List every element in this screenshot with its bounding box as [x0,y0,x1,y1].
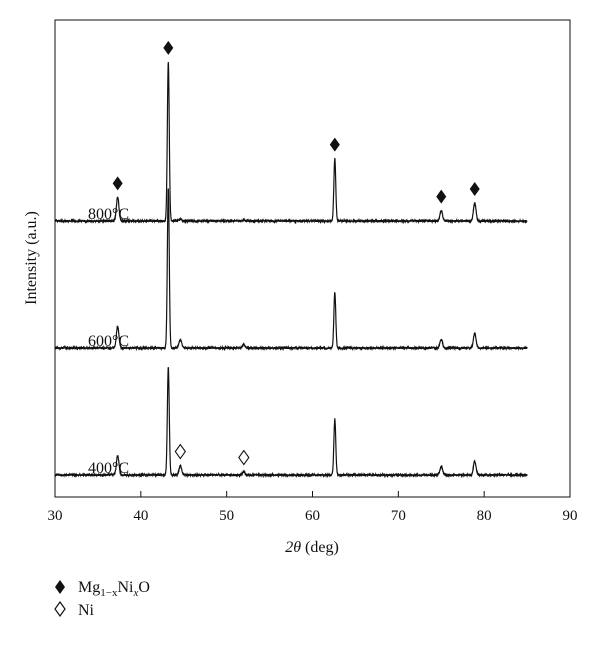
filled-diamond-icon [54,579,68,600]
series-group: 800°C 600°C 400°C [54,62,528,479]
x-axis-label-unit: (deg) [301,539,339,556]
x-tick-label: 60 [305,508,320,524]
x-axis-label-two: 2θ [285,539,301,556]
x-tick-label: 80 [477,508,492,524]
y-axis-label: Intensity (a.u.) [23,211,40,305]
x-axis-ticks: 30 40 50 60 70 80 90 [48,491,578,524]
plot-frame [54,19,571,498]
legend-item-ni: Ni [54,600,150,622]
peak-markers [112,40,480,466]
legend-item-mgnio: Mg1−xNixO [54,578,150,600]
series-line [54,367,528,479]
x-axis-label: 2θ (deg) [285,539,339,556]
x-tick-label: 90 [563,508,578,524]
series-label: 600°C [88,333,129,350]
mgnio-peak-marker [112,176,123,191]
mgnio-peak-marker [469,181,480,196]
series-label: 400°C [88,460,129,477]
x-tick-label: 40 [133,508,148,524]
mgnio-peak-marker [436,189,447,204]
x-tick-label: 50 [219,508,234,524]
series-line [54,62,528,225]
x-tick-label: 30 [48,508,63,524]
open-diamond-icon [54,600,68,622]
ni-peak-marker [238,449,250,466]
x-tick-label: 70 [391,508,406,524]
ni-peak-marker [174,443,186,460]
legend-label-ni: Ni [78,602,94,619]
series-label: 800°C [88,206,129,223]
legend-label-mgnio: Mg1−xNixO [78,578,150,600]
legend: Mg1−xNixO Ni [54,578,150,622]
mgnio-peak-marker [163,40,174,55]
series-line [54,188,528,352]
mgnio-peak-marker [329,137,340,152]
